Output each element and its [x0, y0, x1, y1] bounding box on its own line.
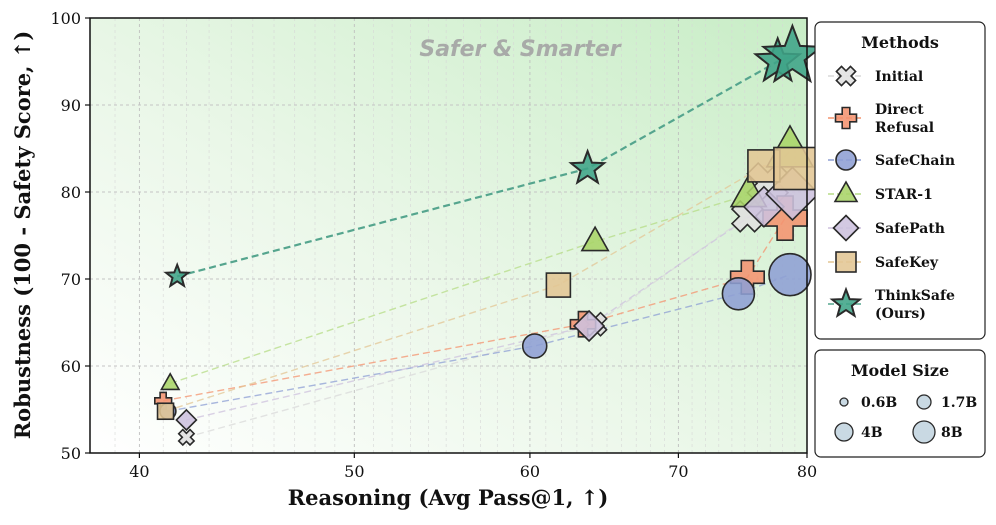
data-markers: [154, 22, 825, 447]
y-tick-label: 50: [61, 444, 81, 463]
x-tick-label: 50: [344, 462, 364, 481]
size-legend-items: 0.6B 1.7B 4B 8B: [834, 394, 977, 444]
legend-marker: [834, 106, 858, 130]
legend-marker: [833, 180, 859, 203]
legend-label: SafeChain: [875, 153, 955, 169]
legend-label: STAR-1: [875, 187, 933, 203]
legend-marker: [835, 149, 857, 171]
plot-frame: [89, 17, 808, 454]
data-point: [760, 22, 825, 84]
x-axis: 40 50 60 70 80: [129, 453, 817, 481]
data-point: [163, 261, 191, 289]
size-legend-label: 1.7B: [941, 395, 977, 411]
x-tick-label: 80: [797, 462, 817, 481]
legend-label: ThinkSafe: [875, 288, 955, 304]
legend-marker: [829, 286, 863, 318]
size-legend: Model Size 0.6B 1.7B 4B 8B: [814, 349, 986, 458]
size-legend-box: [814, 349, 986, 458]
annotation: Safer & Smarter: [419, 37, 621, 62]
x-tick-label: 70: [668, 462, 688, 481]
data-point: [177, 428, 196, 447]
size-legend-marker: [916, 394, 932, 410]
legend-label: Initial: [875, 69, 923, 85]
legend-marker: [832, 214, 860, 242]
y-tick-label: 70: [61, 270, 81, 289]
data-point: [156, 402, 175, 421]
y-axis: 50 60 70 80 90 100: [50, 9, 90, 463]
y-tick-label: 100: [50, 9, 81, 28]
data-point: [768, 252, 812, 297]
data-point: [773, 146, 817, 191]
size-legend-marker: [839, 397, 849, 407]
size-legend-label: 8B: [941, 425, 963, 441]
series-line: [163, 217, 786, 402]
y-tick-label: 80: [61, 183, 81, 202]
data-point: [521, 333, 548, 359]
data-point: [175, 408, 198, 432]
legend-marker: [835, 65, 857, 87]
x-axis-title: Reasoning (Avg Pass@1, ↑): [288, 485, 609, 510]
y-tick-label: 60: [61, 357, 81, 376]
legend-label: Direct: [875, 102, 924, 118]
data-point: [721, 276, 756, 311]
methods-legend-box: [814, 21, 986, 340]
size-legend-marker: [834, 422, 854, 442]
legend-label: (Ours): [875, 306, 926, 322]
size-legend-marker: [912, 420, 936, 444]
legend-marker: [835, 251, 857, 273]
methods-legend: Methods Initial Direct Refusal SafeChain STA…: [814, 21, 986, 340]
plot-background: [90, 18, 807, 453]
legend-label: Refusal: [875, 120, 934, 136]
data-point: [580, 225, 610, 252]
legend-label: SafeKey: [875, 255, 939, 271]
y-tick-label: 90: [61, 96, 81, 115]
methods-legend-title: Methods: [861, 33, 939, 52]
data-point: [572, 309, 606, 343]
size-legend-label: 0.6B: [861, 395, 897, 411]
size-legend-title: Model Size: [851, 361, 949, 380]
x-tick-label: 40: [129, 462, 149, 481]
data-point: [160, 372, 181, 391]
series-line: [167, 273, 791, 412]
x-tick-label: 60: [520, 462, 540, 481]
y-axis-title: Robustness (100 - Safety Score, ↑): [10, 31, 35, 440]
data-point: [568, 148, 607, 185]
size-legend-label: 4B: [861, 425, 883, 441]
data-point: [545, 272, 572, 298]
methods-legend-items: Initial Direct Refusal SafeChain STAR-1 SafeP…: [828, 65, 955, 322]
legend-label: SafePath: [875, 221, 945, 237]
